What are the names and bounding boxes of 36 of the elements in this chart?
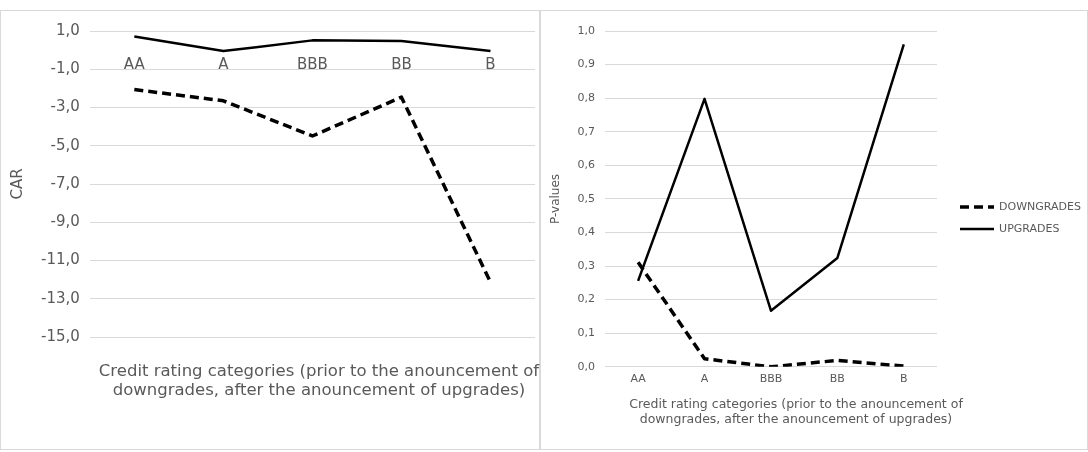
x-axis-title: Credit rating categories (prior to the anouncement of downgrades, after the anouncement of upgrades)	[628, 396, 964, 426]
x-tick-label: A	[700, 372, 709, 386]
y-tick-label: -3,0	[50, 97, 80, 116]
y-tick-label: 0,7	[577, 124, 595, 138]
y-tick-label: -15,0	[41, 326, 80, 345]
y-tick-label: 0,0	[577, 359, 595, 373]
y-tick-label: 0,6	[577, 158, 595, 172]
legend-label: DOWNGRADES	[999, 200, 1081, 214]
x-tick-label: BBB	[759, 372, 783, 386]
y-tick-label: 0,5	[577, 191, 595, 205]
x-tick-label: AA	[123, 55, 146, 74]
y-tick-label: -7,0	[50, 173, 80, 192]
y-tick-label: 0,2	[577, 292, 595, 306]
y-tick-label: -5,0	[50, 135, 80, 154]
y-tick-label: 0,8	[577, 91, 595, 105]
x-tick-label: BBB	[296, 55, 328, 74]
y-tick-label: 0,1	[577, 326, 595, 340]
y-tick-label: 1,0	[55, 20, 80, 39]
y-tick-label: -13,0	[41, 288, 80, 307]
y-tick-label: -9,0	[50, 212, 80, 231]
x-tick-label: AA	[630, 372, 647, 386]
x-tick-label: B	[485, 55, 496, 74]
y-tick-label: 0,9	[577, 57, 595, 71]
x-tick-label: B	[900, 372, 908, 386]
x-tick-label: A	[218, 55, 230, 74]
y-axis-title: CAR	[7, 168, 26, 200]
x-axis-title: Credit rating categories (prior to the anouncement of downgrades, after the anouncement of upgrades)	[97, 361, 541, 399]
legend-label: UPGRADES	[999, 222, 1060, 236]
x-tick-label: BB	[391, 55, 412, 74]
y-tick-label: -11,0	[41, 250, 80, 269]
y-axis-title: P-values	[548, 173, 563, 224]
y-tick-label: -1,0	[50, 59, 80, 78]
x-tick-label: BB	[829, 372, 845, 386]
y-tick-label: 0,3	[577, 258, 595, 272]
y-tick-label: 1,0	[577, 23, 595, 37]
y-tick-label: 0,4	[577, 225, 595, 239]
